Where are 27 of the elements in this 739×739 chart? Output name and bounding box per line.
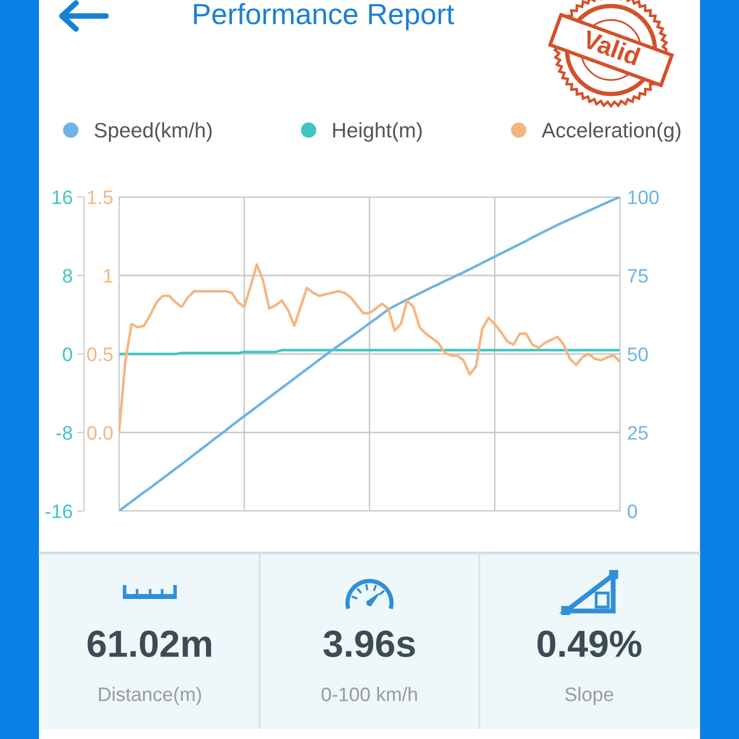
y-tick-label: 8 bbox=[62, 268, 72, 283]
line-series bbox=[119, 197, 620, 511]
chart-title: Performance Report bbox=[194, 3, 454, 30]
y2-tick-label: 100 bbox=[628, 190, 659, 204]
text: 61.02m bbox=[88, 630, 212, 658]
text: Distance(m) bbox=[99, 686, 202, 706]
y2-tick-label: 25 bbox=[628, 426, 648, 440]
text: Slope bbox=[565, 686, 614, 706]
legend-label: Speed(km/h) bbox=[94, 122, 212, 142]
y-tick-label: -8 bbox=[56, 426, 72, 440]
y2-tick-label: 50 bbox=[628, 347, 648, 362]
text: 0-100 km/h bbox=[322, 686, 417, 702]
y2-tick-label: 0 bbox=[628, 504, 637, 518]
y3-tick-label: 0.5 bbox=[87, 347, 113, 362]
y3-tick-label: 1 bbox=[104, 269, 112, 283]
y3-tick-label: 1.5 bbox=[88, 190, 113, 204]
y2-tick-label: 75 bbox=[628, 269, 648, 283]
text: Valid bbox=[581, 29, 641, 66]
y3-tick-label: 0.0 bbox=[87, 426, 113, 440]
line-series bbox=[119, 263, 620, 434]
y-tick-label: 16 bbox=[52, 190, 72, 204]
legend-label: Height(m) bbox=[333, 122, 422, 142]
y-tick-label: 0 bbox=[62, 347, 72, 362]
y-tick-label: -16 bbox=[46, 504, 72, 518]
text: 3.96s bbox=[323, 630, 415, 658]
legend-label: Acceleration(g) bbox=[542, 122, 680, 142]
text: 0.49% bbox=[537, 630, 642, 658]
